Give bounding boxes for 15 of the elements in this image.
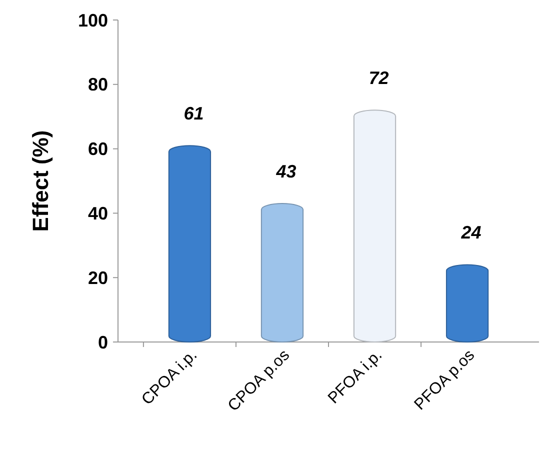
y-tick-label: 40 — [88, 204, 108, 224]
data-label: 61 — [184, 104, 204, 124]
data-label: 24 — [460, 222, 482, 243]
data-label: 43 — [275, 162, 296, 182]
bar — [446, 264, 489, 342]
y-axis-title: Effect (%) — [28, 130, 53, 232]
bar — [353, 110, 396, 342]
y-tick-label: 0 — [98, 332, 108, 352]
y-tick-label: 100 — [78, 10, 108, 30]
bar — [168, 145, 212, 342]
bar — [260, 203, 304, 342]
y-tick-label: 60 — [88, 139, 108, 160]
y-tick-label: 80 — [88, 74, 108, 95]
data-label: 72 — [368, 68, 389, 88]
y-tick-label: 20 — [88, 268, 108, 288]
